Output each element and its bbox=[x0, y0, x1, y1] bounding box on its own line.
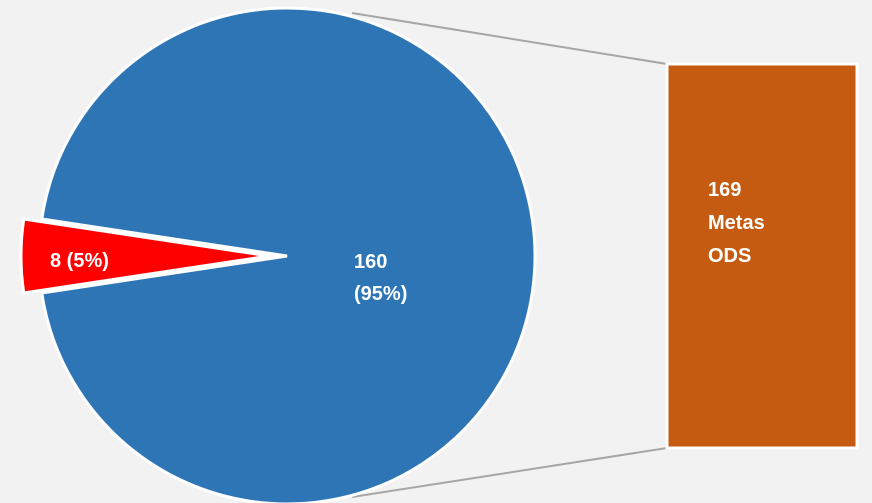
pie-label-main-value: 160 bbox=[354, 251, 387, 273]
bar-label-line-1: 169 bbox=[708, 179, 741, 201]
bar-label-line-3: ODS bbox=[708, 245, 751, 267]
pie-label-small: 8 (5%) bbox=[50, 250, 109, 272]
pie-label-main-percent: (95%) bbox=[354, 283, 407, 305]
bar-label-line-2: Metas bbox=[708, 212, 765, 234]
secondary-bar bbox=[667, 64, 857, 448]
